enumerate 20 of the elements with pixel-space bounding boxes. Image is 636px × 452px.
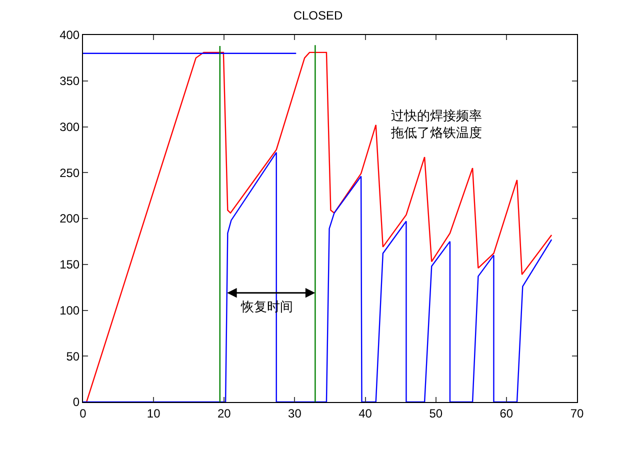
x-tick-label: 20 [217,406,232,420]
y-tick-label: 200 [60,212,80,226]
y-tick-label: 0 [72,395,80,410]
x-tick-label: 70 [570,406,584,420]
x-tick-label: 50 [429,406,443,420]
x-tick-label: 60 [500,406,514,420]
y-tick-label: 300 [60,120,80,134]
y-tick-label: 50 [66,349,80,364]
y-tick-label: 250 [60,166,80,180]
chart-title: CLOSED [293,8,343,23]
x-tick-label: 30 [288,406,302,420]
y-tick-label: 100 [60,303,80,318]
y-tick-label: 150 [60,258,80,272]
annotation: 过快的焊接频率拖低了烙铁温度 [390,108,482,140]
y-tick-label: 350 [60,74,80,88]
x-tick-label: 40 [358,406,372,420]
y-tick-label: 400 [60,28,80,42]
x-tick-label: 10 [146,406,161,420]
line-series [83,152,552,402]
line-series [86,52,552,402]
